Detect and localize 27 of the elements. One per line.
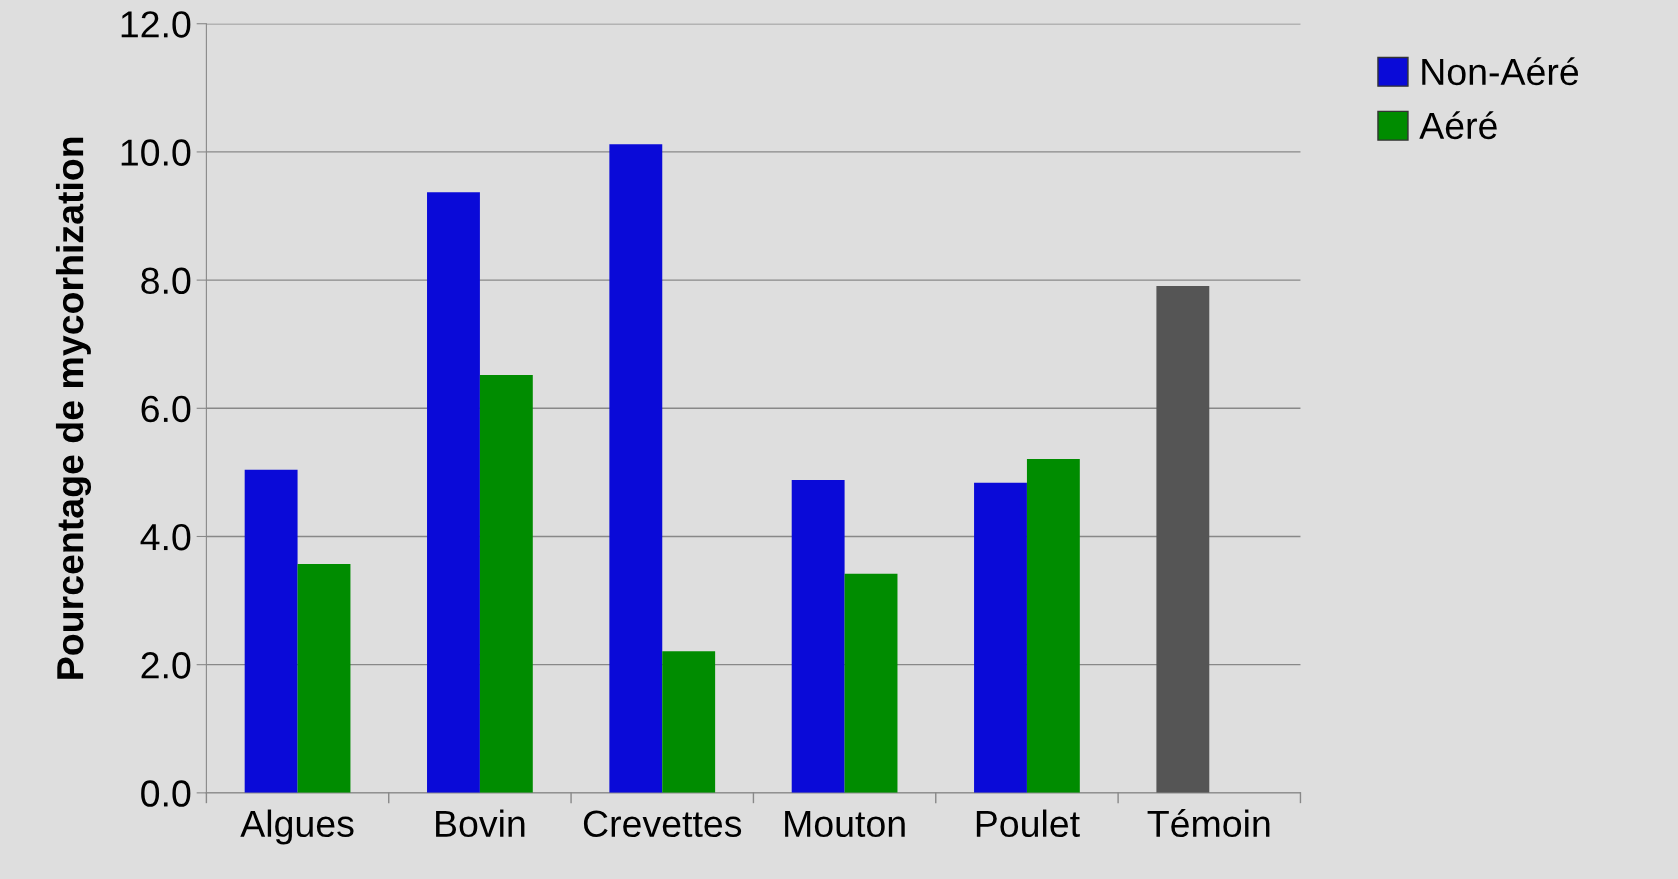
x-tick-label: Poulet — [976, 809, 1080, 838]
bar — [1026, 458, 1080, 793]
bar — [974, 482, 1027, 793]
x-tick-label: Algues — [240, 809, 354, 845]
y-tick-label: 6.0 — [141, 395, 191, 423]
bar — [662, 651, 716, 793]
bar — [791, 480, 845, 793]
bar — [609, 144, 663, 793]
bar — [427, 192, 480, 793]
x-tick-label: Mouton — [785, 810, 905, 838]
bar — [297, 564, 351, 793]
y-tick-label: 0.0 — [141, 780, 191, 807]
y-tick-label: 8.0 — [141, 267, 191, 295]
y-axis-title: Pourcentage de mycorhization — [55, 137, 92, 679]
y-tick-label: 10.0 — [121, 139, 191, 166]
bar — [844, 573, 898, 793]
legend-label: Aéré — [1419, 111, 1497, 140]
bar — [479, 374, 533, 793]
x-tick-label: Crevettes — [583, 810, 742, 838]
y-tick-label: 4.0 — [140, 523, 191, 551]
x-tick-label: Bovin — [436, 809, 525, 838]
y-tick-label: 12.0 — [121, 11, 191, 38]
y-tick-label: 2.0 — [141, 652, 191, 679]
x-tick-label: Témoin — [1147, 809, 1270, 838]
legend-label: Non-Aéré — [1422, 57, 1579, 86]
bar — [244, 469, 298, 793]
bar — [1156, 285, 1210, 793]
